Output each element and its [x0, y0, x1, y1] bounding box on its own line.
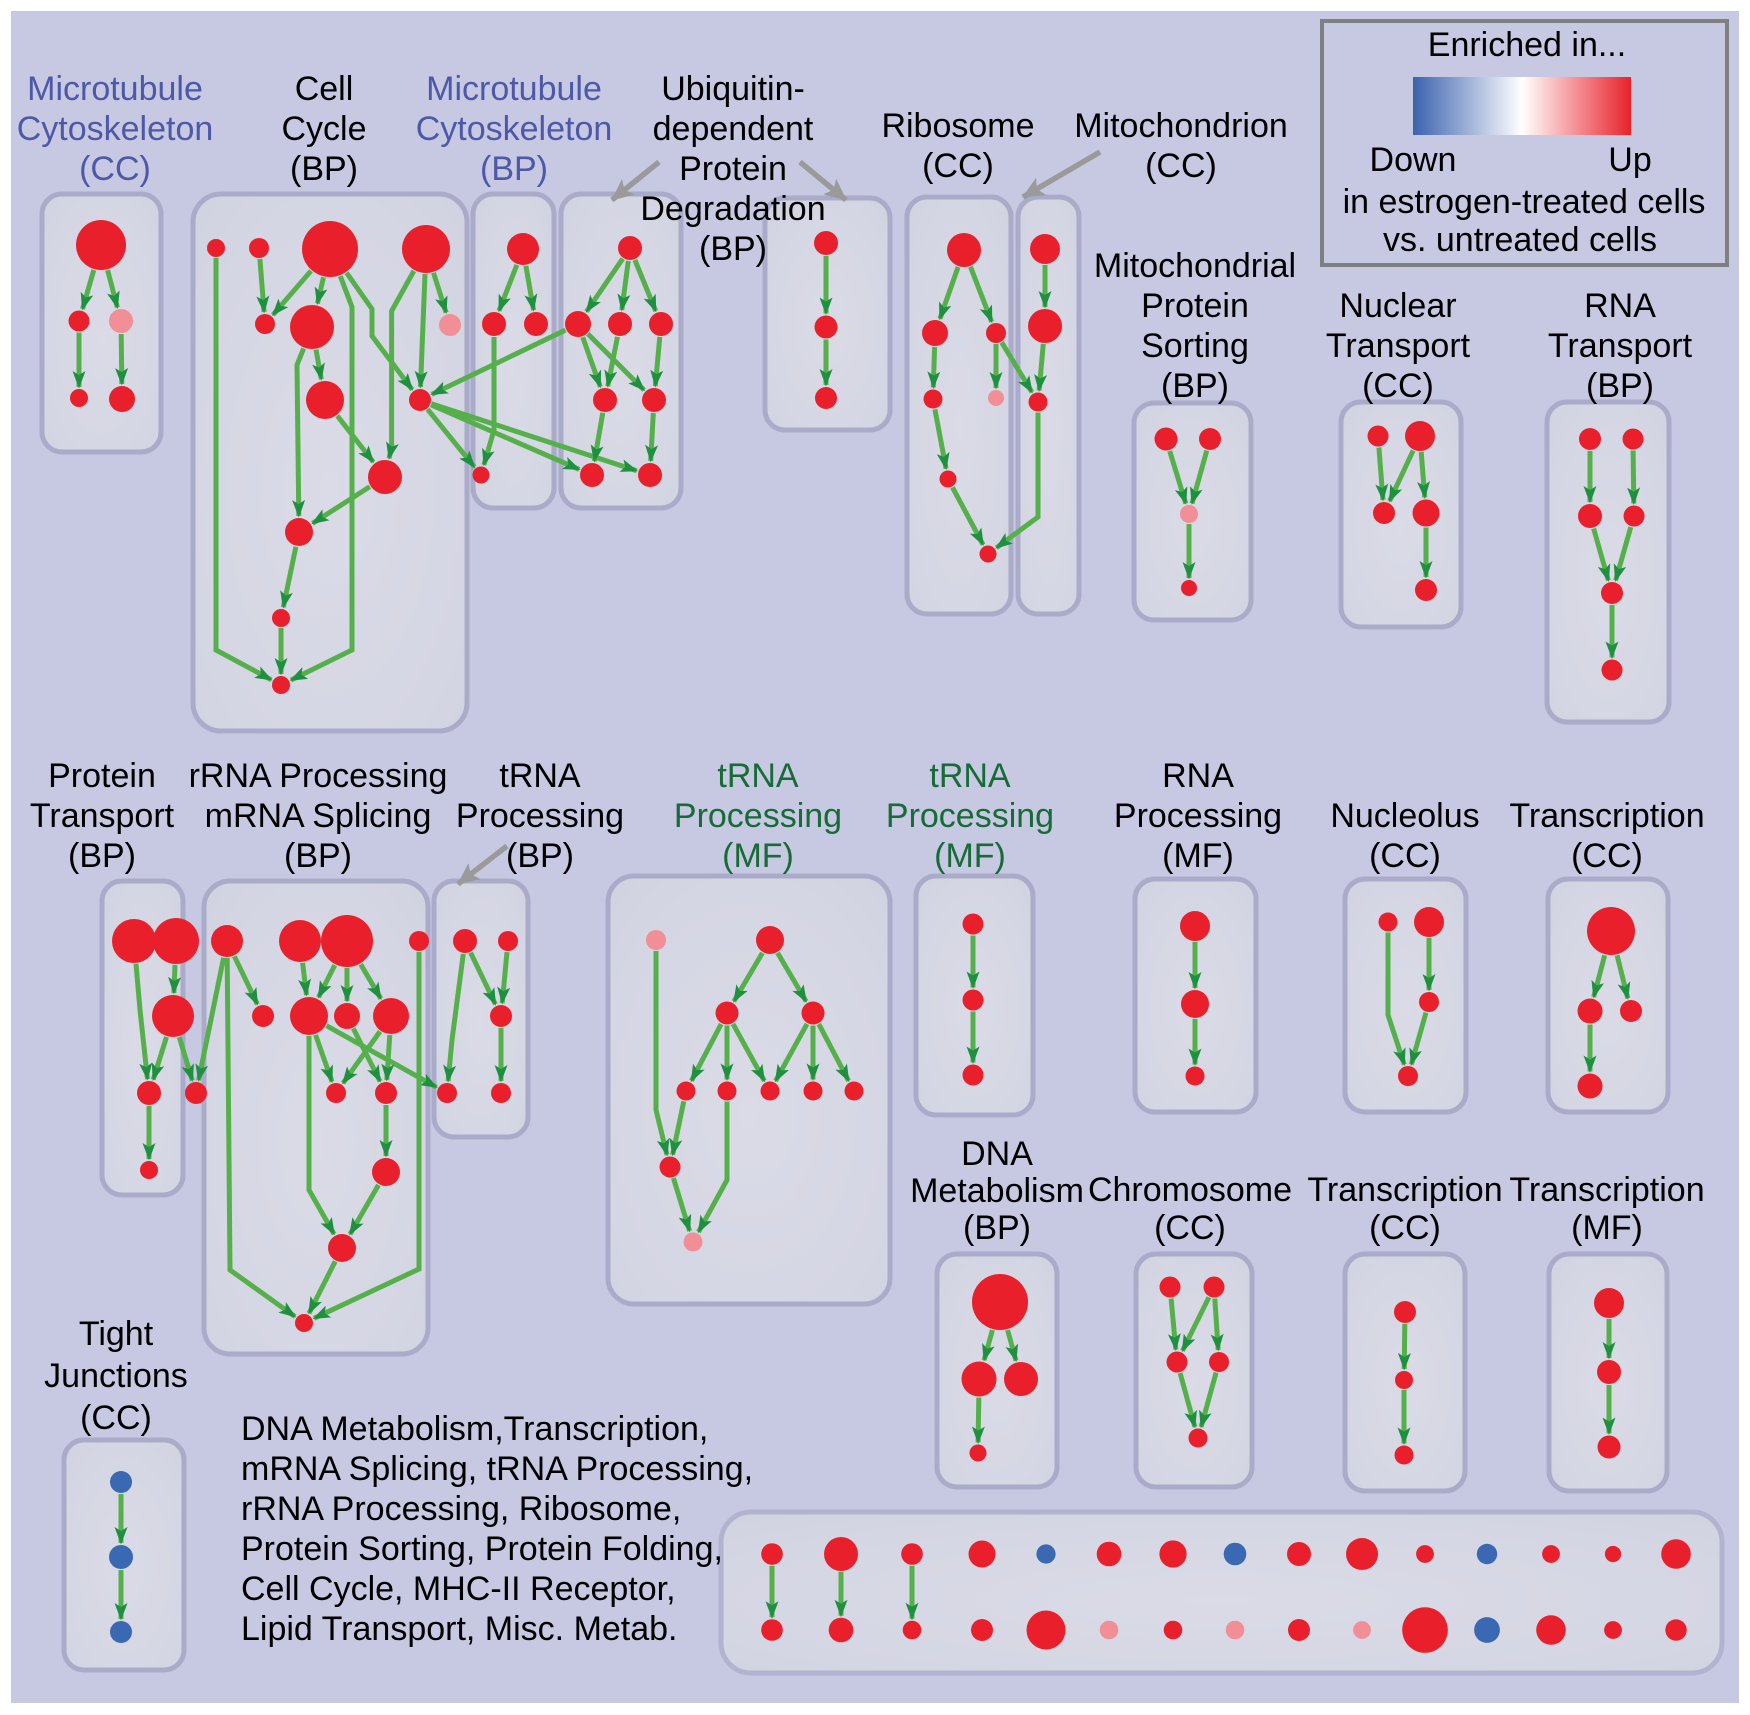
- svg-text:mRNA Splicing, tRNA Processing: mRNA Splicing, tRNA Processing,: [241, 1450, 753, 1488]
- svg-text:Transport: Transport: [1548, 327, 1693, 365]
- svg-text:Processing: Processing: [1114, 797, 1282, 835]
- svg-text:(CC): (CC): [79, 150, 151, 188]
- svg-text:RNA: RNA: [1162, 757, 1234, 795]
- svg-text:(CC): (CC): [80, 1399, 152, 1437]
- svg-text:Processing: Processing: [456, 797, 624, 835]
- svg-text:(BP): (BP): [506, 837, 574, 875]
- svg-text:Protein Sorting, Protein Foldi: Protein Sorting, Protein Folding,: [241, 1530, 723, 1568]
- svg-text:Transport: Transport: [1326, 327, 1471, 365]
- svg-text:Microtubule: Microtubule: [426, 70, 602, 108]
- svg-text:(MF): (MF): [1571, 1209, 1643, 1247]
- svg-text:Degradation: Degradation: [640, 190, 825, 228]
- svg-text:(CC): (CC): [1369, 1209, 1441, 1247]
- svg-text:Microtubule: Microtubule: [27, 70, 203, 108]
- svg-text:(CC): (CC): [1369, 837, 1441, 875]
- svg-text:Transcription: Transcription: [1307, 1171, 1502, 1209]
- svg-text:(MF): (MF): [1162, 837, 1234, 875]
- svg-text:Protein: Protein: [48, 757, 156, 795]
- svg-text:rRNA Processing, Ribosome,: rRNA Processing, Ribosome,: [241, 1490, 681, 1528]
- svg-text:rRNA Processing: rRNA Processing: [189, 757, 448, 795]
- svg-text:Nucleolus: Nucleolus: [1330, 797, 1479, 835]
- svg-text:RNA: RNA: [1584, 287, 1656, 325]
- svg-text:(BP): (BP): [963, 1209, 1031, 1247]
- svg-text:Down: Down: [1370, 141, 1457, 179]
- svg-text:(CC): (CC): [1154, 1209, 1226, 1247]
- svg-text:Cytoskeleton: Cytoskeleton: [416, 110, 613, 148]
- svg-text:Processing: Processing: [886, 797, 1054, 835]
- svg-text:Processing: Processing: [674, 797, 842, 835]
- svg-text:Cell: Cell: [295, 70, 354, 108]
- svg-text:vs. untreated cells: vs. untreated cells: [1383, 221, 1657, 259]
- svg-text:Transcription: Transcription: [1509, 797, 1704, 835]
- svg-text:Metabolism: Metabolism: [910, 1172, 1084, 1210]
- svg-text:(BP): (BP): [1586, 367, 1654, 405]
- svg-text:Transport: Transport: [30, 797, 175, 835]
- svg-text:(MF): (MF): [722, 837, 794, 875]
- svg-text:Enriched in...: Enriched in...: [1428, 26, 1626, 64]
- svg-text:(BP): (BP): [290, 150, 358, 188]
- svg-text:(CC): (CC): [922, 147, 994, 185]
- svg-text:Ubiquitin-: Ubiquitin-: [661, 70, 805, 108]
- svg-text:(MF): (MF): [934, 837, 1006, 875]
- svg-text:Cycle: Cycle: [281, 110, 366, 148]
- svg-text:DNA Metabolism,Transcription,: DNA Metabolism,Transcription,: [241, 1410, 708, 1448]
- svg-text:(BP): (BP): [284, 837, 352, 875]
- svg-text:(BP): (BP): [699, 230, 767, 268]
- svg-text:Transcription: Transcription: [1509, 1171, 1704, 1209]
- svg-text:mRNA Splicing: mRNA Splicing: [205, 797, 432, 835]
- svg-text:Tight: Tight: [79, 1315, 154, 1353]
- svg-text:(BP): (BP): [68, 837, 136, 875]
- svg-text:(BP): (BP): [1161, 367, 1229, 405]
- svg-text:Up: Up: [1608, 141, 1651, 179]
- svg-text:Cytoskeleton: Cytoskeleton: [17, 110, 214, 148]
- svg-text:tRNA: tRNA: [499, 757, 581, 795]
- svg-text:Lipid Transport, Misc. Metab.: Lipid Transport, Misc. Metab.: [241, 1610, 678, 1648]
- svg-text:tRNA: tRNA: [929, 757, 1011, 795]
- svg-text:Sorting: Sorting: [1141, 327, 1249, 365]
- svg-text:DNA: DNA: [961, 1135, 1033, 1173]
- svg-text:(CC): (CC): [1145, 147, 1217, 185]
- svg-text:tRNA: tRNA: [717, 757, 799, 795]
- svg-text:Protein: Protein: [1141, 287, 1249, 325]
- svg-text:in estrogen-treated cells: in estrogen-treated cells: [1343, 183, 1706, 221]
- svg-text:dependent: dependent: [653, 110, 814, 148]
- svg-text:(BP): (BP): [480, 150, 548, 188]
- svg-text:Cell Cycle, MHC-II Receptor,: Cell Cycle, MHC-II Receptor,: [241, 1570, 676, 1608]
- svg-text:Chromosome: Chromosome: [1088, 1171, 1292, 1209]
- svg-text:Nuclear: Nuclear: [1339, 287, 1456, 325]
- svg-text:Mitochondrial: Mitochondrial: [1094, 247, 1296, 285]
- svg-text:Ribosome: Ribosome: [881, 107, 1034, 145]
- svg-text:Mitochondrion: Mitochondrion: [1074, 107, 1288, 145]
- svg-text:Junctions: Junctions: [44, 1357, 188, 1395]
- svg-text:(CC): (CC): [1571, 837, 1643, 875]
- svg-text:(CC): (CC): [1362, 367, 1434, 405]
- svg-text:Protein: Protein: [679, 150, 787, 188]
